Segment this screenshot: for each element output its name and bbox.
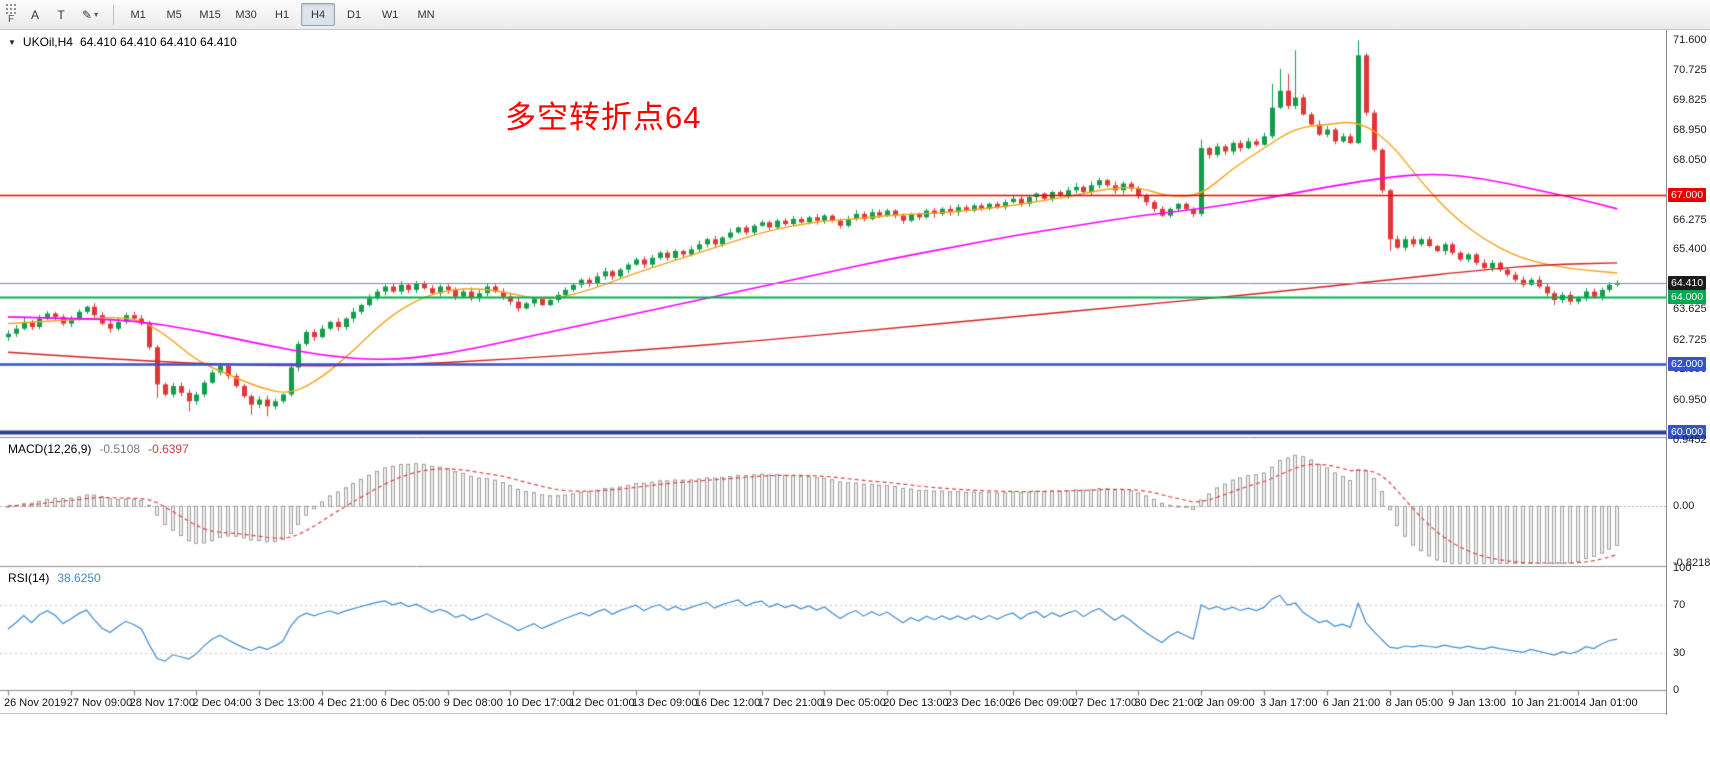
time-axis-label: 27 Nov 09:00 <box>66 697 133 709</box>
price-axis-label: 68.050 <box>1673 153 1707 166</box>
price-tag-64.000: 64.000 <box>1668 289 1707 304</box>
time-axis-label: 28 Nov 17:00 <box>129 697 196 709</box>
chart-ohlc-values: 64.410 64.410 64.410 64.410 <box>79 35 237 49</box>
text-label-tool-button[interactable]: T <box>49 4 73 26</box>
macd-axis-label: 0.9452 <box>1673 434 1707 446</box>
time-axis-label: 13 Dec 09:00 <box>632 697 698 709</box>
chart-symbol-label: UKOil,H4 <box>22 35 73 49</box>
fast-navigation-label: F <box>7 14 15 25</box>
price-axis-label: 71.600 <box>1673 34 1707 47</box>
time-axis-label: 19 Dec 05:00 <box>820 697 886 709</box>
drawing-tool-button[interactable]: ✎ ▾ <box>75 4 105 26</box>
price-tag-60.000: 60.000 <box>1668 424 1707 439</box>
time-axis-label: 20 Dec 13:00 <box>883 697 949 709</box>
time-axis-label: 26 Nov 2019 <box>4 697 67 709</box>
price-tag-64.410: 64.410 <box>1668 275 1707 290</box>
rsi-indicator-label: RSI(14) 38.6250 <box>8 571 101 585</box>
chevron-down-icon: ▾ <box>94 10 99 19</box>
price-axis[interactable]: 71.600 70.725 69.825 68.950 68.050 66.275 65.4… <box>1666 30 1710 715</box>
time-axis-label: 26 Dec 09:00 <box>1008 697 1075 709</box>
price-tag-67.000: 67.000 <box>1668 188 1707 203</box>
timeframe-button-h1[interactable]: H1 <box>275 8 290 21</box>
time-axis-label: 8 Jan 05:00 <box>1385 697 1444 709</box>
timeframe-button-m30[interactable]: M30 <box>235 8 257 21</box>
toolbar-left-block: F <box>0 0 22 30</box>
timeframe-button-m1[interactable]: M1 <box>130 8 146 21</box>
timeframe-button-m15[interactable]: M15 <box>199 8 221 21</box>
text-tool-button[interactable]: A <box>23 4 47 26</box>
timeframe-button-h4[interactable]: H4 <box>301 3 336 26</box>
time-axis-label: 9 Dec 08:00 <box>443 697 503 709</box>
rsi-value: 38.6250 <box>57 571 101 585</box>
macd-axis-label: -0.8218 <box>1673 557 1710 569</box>
timeframe-button-d1[interactable]: D1 <box>347 8 362 21</box>
timeframe-button-w1[interactable]: W1 <box>381 8 399 21</box>
time-axis-label: 23 Dec 16:00 <box>946 697 1012 709</box>
time-axis-label: 17 Dec 21:00 <box>757 697 824 709</box>
chart-dropdown-icon[interactable]: ▼ <box>8 37 16 47</box>
time-axis[interactable]: 26 Nov 2019 27 Nov 09:00 28 Nov 17:00 2 Dec… <box>0 692 1666 714</box>
time-axis-label: 30 Dec 21:00 <box>1134 697 1200 709</box>
price-axis-label: 69.825 <box>1673 94 1707 107</box>
chart-text-annotation[interactable]: 多空转折点64 <box>505 100 702 135</box>
time-axis-label: 4 Dec 21:00 <box>318 697 378 709</box>
price-axis-label: 70.725 <box>1673 63 1707 76</box>
price-axis-label: 63.625 <box>1673 303 1707 316</box>
macd-name: MACD(12,26,9) <box>8 442 92 456</box>
price-axis-label: 66.275 <box>1673 213 1707 226</box>
toolbar: F A T ✎ ▾ M1 M5 M15 M30 H1 H4 D1 W1 MN <box>0 0 1710 30</box>
macd-main-value: -0.5108 <box>99 442 141 456</box>
price-tag-62.000: 62.000 <box>1668 357 1707 372</box>
timeframe-button-m5[interactable]: M5 <box>166 8 182 21</box>
time-axis-label: 10 Jan 21:00 <box>1511 697 1575 709</box>
pencil-icon: ✎ <box>82 7 93 22</box>
macd-signal-value: -0.6397 <box>148 442 189 456</box>
time-axis-label: 27 Dec 17:00 <box>1071 697 1138 709</box>
price-axis-label: 60.950 <box>1673 393 1707 406</box>
text-tool-icon: A <box>30 7 39 22</box>
macd-axis-label: 0.00 <box>1673 499 1695 512</box>
chart-window: ▼ UKOil,H4 64.410 64.410 64.410 64.410 多… <box>0 30 1710 775</box>
price-axis-label: 62.725 <box>1673 333 1707 346</box>
chart-title: ▼ UKOil,H4 64.410 64.410 64.410 64.410 <box>8 35 237 49</box>
timeframe-button-mn[interactable]: MN <box>417 8 435 21</box>
macd-indicator-label: MACD(12,26,9) -0.5108 -0.6397 <box>8 442 189 456</box>
time-axis-label: 12 Dec 01:00 <box>569 697 635 709</box>
rsi-axis-label: 0 <box>1673 684 1680 696</box>
time-axis-label: 14 Jan 01:00 <box>1574 697 1638 709</box>
rsi-axis-label: 30 <box>1673 647 1686 660</box>
rsi-name: RSI(14) <box>8 571 50 585</box>
text-label-tool-icon: T <box>57 7 65 22</box>
price-axis-label: 68.950 <box>1673 123 1707 136</box>
rsi-axis-label: 100 <box>1673 562 1692 574</box>
time-axis-label: 3 Dec 13:00 <box>255 697 315 709</box>
time-axis-label: 10 Dec 17:00 <box>506 697 572 709</box>
time-axis-label: 9 Jan 13:00 <box>1448 697 1506 709</box>
time-axis-label: 2 Dec 04:00 <box>192 697 252 709</box>
time-axis-label: 6 Jan 21:00 <box>1322 697 1381 709</box>
time-axis-label: 3 Jan 17:00 <box>1260 697 1318 709</box>
time-axis-label: 2 Jan 09:00 <box>1197 697 1255 709</box>
rsi-axis-label: 70 <box>1673 598 1686 611</box>
toolbar-separator <box>113 4 115 25</box>
price-axis-label: 65.400 <box>1673 243 1707 256</box>
toolbar-drag-handle-icon[interactable] <box>5 3 17 14</box>
price-chart-canvas[interactable] <box>0 30 1666 715</box>
time-axis-label: 6 Dec 05:00 <box>380 697 441 709</box>
time-axis-label: 16 Dec 12:00 <box>694 697 761 709</box>
timeframe-toolbar: M1 M5 M15 M30 H1 H4 D1 W1 MN <box>121 3 443 26</box>
